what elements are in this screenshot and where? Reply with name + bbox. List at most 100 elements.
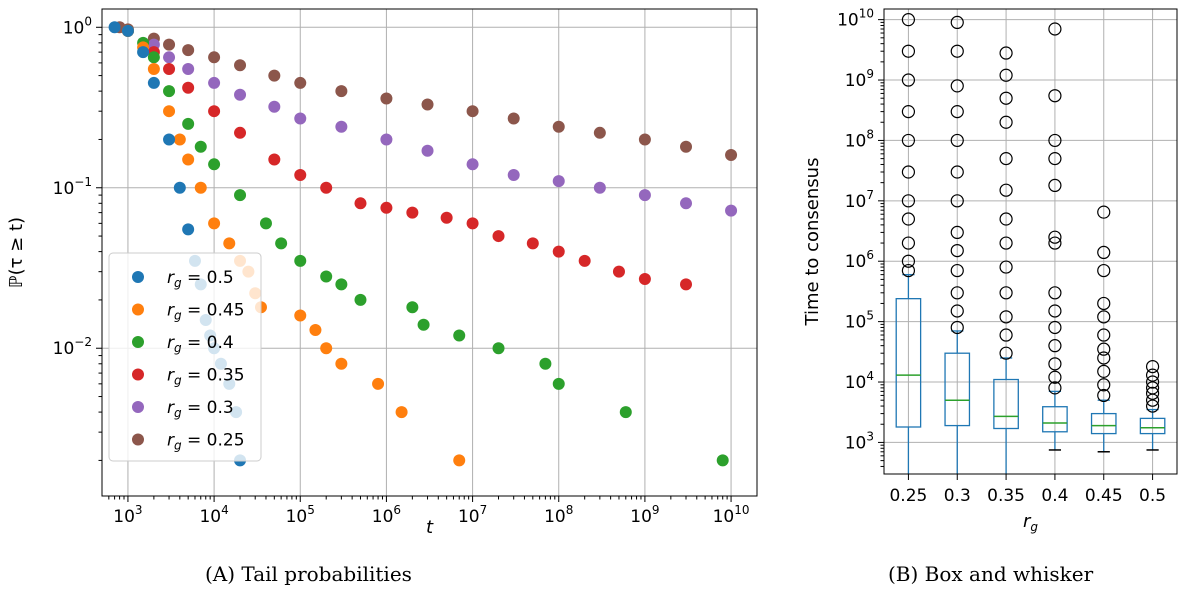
data-point [163, 62, 176, 75]
data-point [380, 133, 393, 146]
x-tick-label: 107 [458, 503, 487, 527]
data-point [147, 51, 160, 64]
data-point [223, 237, 236, 250]
data-point [182, 223, 195, 236]
data-point [440, 211, 453, 224]
outlier-point [999, 212, 1013, 226]
data-point [182, 81, 195, 94]
outlier-point [999, 236, 1013, 250]
data-point [453, 329, 466, 342]
data-point [680, 140, 693, 153]
outlier-point [901, 105, 916, 119]
data-point [163, 38, 176, 51]
outlier-point [950, 44, 964, 58]
caption-panel-a: (A) Tail probabilities [205, 562, 412, 586]
outlier-point [1048, 230, 1062, 244]
outlier-point [1097, 205, 1111, 219]
x-tick-label: 0.35 [987, 486, 1025, 506]
legend-label: rg = 0.4 [167, 333, 234, 355]
data-point [259, 217, 272, 230]
data-point [294, 254, 307, 267]
outlier-point [1097, 388, 1111, 403]
data-point [335, 357, 348, 370]
data-point [182, 153, 195, 166]
outlier-point [950, 320, 964, 335]
caption-panel-b: (B) Box and whisker [888, 562, 1094, 586]
x-axis-ticks: 0.25 0.3 0.35 0.4 0.45 0.5 [889, 474, 1166, 506]
series-points [121, 24, 738, 217]
data-point [354, 197, 367, 210]
data-point [108, 21, 121, 34]
legend-marker [132, 336, 144, 348]
x-tick-label: 109 [630, 503, 659, 527]
data-point [294, 76, 307, 89]
data-point [612, 265, 625, 278]
y-axis-ticks: 100 10−1 10−2 [53, 14, 102, 461]
outlier-point [1048, 381, 1062, 395]
data-point [466, 217, 479, 230]
data-point [552, 120, 565, 133]
y-axis-label: Time to consensus [802, 158, 823, 327]
x-tick-label: 0.3 [944, 486, 971, 506]
data-point [173, 181, 186, 194]
data-point [638, 189, 651, 202]
outlier-point [999, 46, 1013, 60]
box-plot [895, 13, 922, 474]
series-points [121, 24, 693, 291]
outlier-point [999, 183, 1013, 197]
x-tick-label: 0.5 [1139, 486, 1166, 506]
data-point [406, 206, 419, 219]
y-tick-label: 103 [845, 429, 874, 453]
legend: rg = 0.5 rg = 0.45 rg = 0.4 rg = 0.35 rg = 0… [108, 252, 262, 462]
outlier-point [1048, 133, 1062, 148]
y-tick-label: 1010 [837, 7, 874, 31]
data-point [335, 85, 348, 98]
outlier-point [1048, 152, 1062, 166]
data-point [208, 105, 221, 118]
x-tick-label: 0.25 [889, 486, 927, 506]
data-point [194, 140, 207, 153]
data-point [492, 342, 505, 355]
data-point [372, 377, 385, 390]
data-point [507, 169, 520, 182]
outlier-point [901, 44, 916, 58]
outlier-point [950, 194, 964, 208]
outlier-point [999, 115, 1013, 129]
outlier-point [1097, 296, 1111, 311]
box-iqr [1042, 406, 1068, 433]
data-point [578, 254, 591, 267]
x-tick-label: 103 [113, 503, 142, 527]
x-tick-label: 0.4 [1041, 486, 1068, 506]
data-point [552, 175, 565, 188]
outlier-point [1097, 364, 1111, 378]
data-point [638, 133, 651, 146]
data-point [380, 92, 393, 105]
box-plot [1139, 360, 1166, 451]
outlier-point [950, 105, 964, 119]
outlier-point [1048, 236, 1062, 250]
outlier-point [1145, 386, 1160, 400]
data-point [552, 245, 565, 258]
data-point [173, 133, 186, 146]
data-point [294, 112, 307, 125]
outlier-point [1048, 286, 1062, 300]
series-points [121, 24, 729, 467]
outlier-point [901, 13, 916, 27]
y-tick-label: 107 [845, 188, 874, 212]
box-iqr [944, 352, 971, 427]
plot-frame [883, 8, 1178, 475]
data-point [725, 204, 738, 217]
outlier-point [1048, 339, 1062, 353]
outlier-point [1048, 89, 1062, 103]
outlier-point [1097, 245, 1111, 260]
outlier-point [999, 346, 1013, 360]
box-iqr [1090, 412, 1117, 435]
data-point [163, 105, 176, 118]
outlier-point [999, 152, 1013, 166]
data-point [638, 273, 651, 286]
data-point [552, 377, 565, 390]
data-point [294, 169, 307, 182]
data-point [335, 120, 348, 133]
y-tick-label: 10−2 [53, 335, 92, 359]
